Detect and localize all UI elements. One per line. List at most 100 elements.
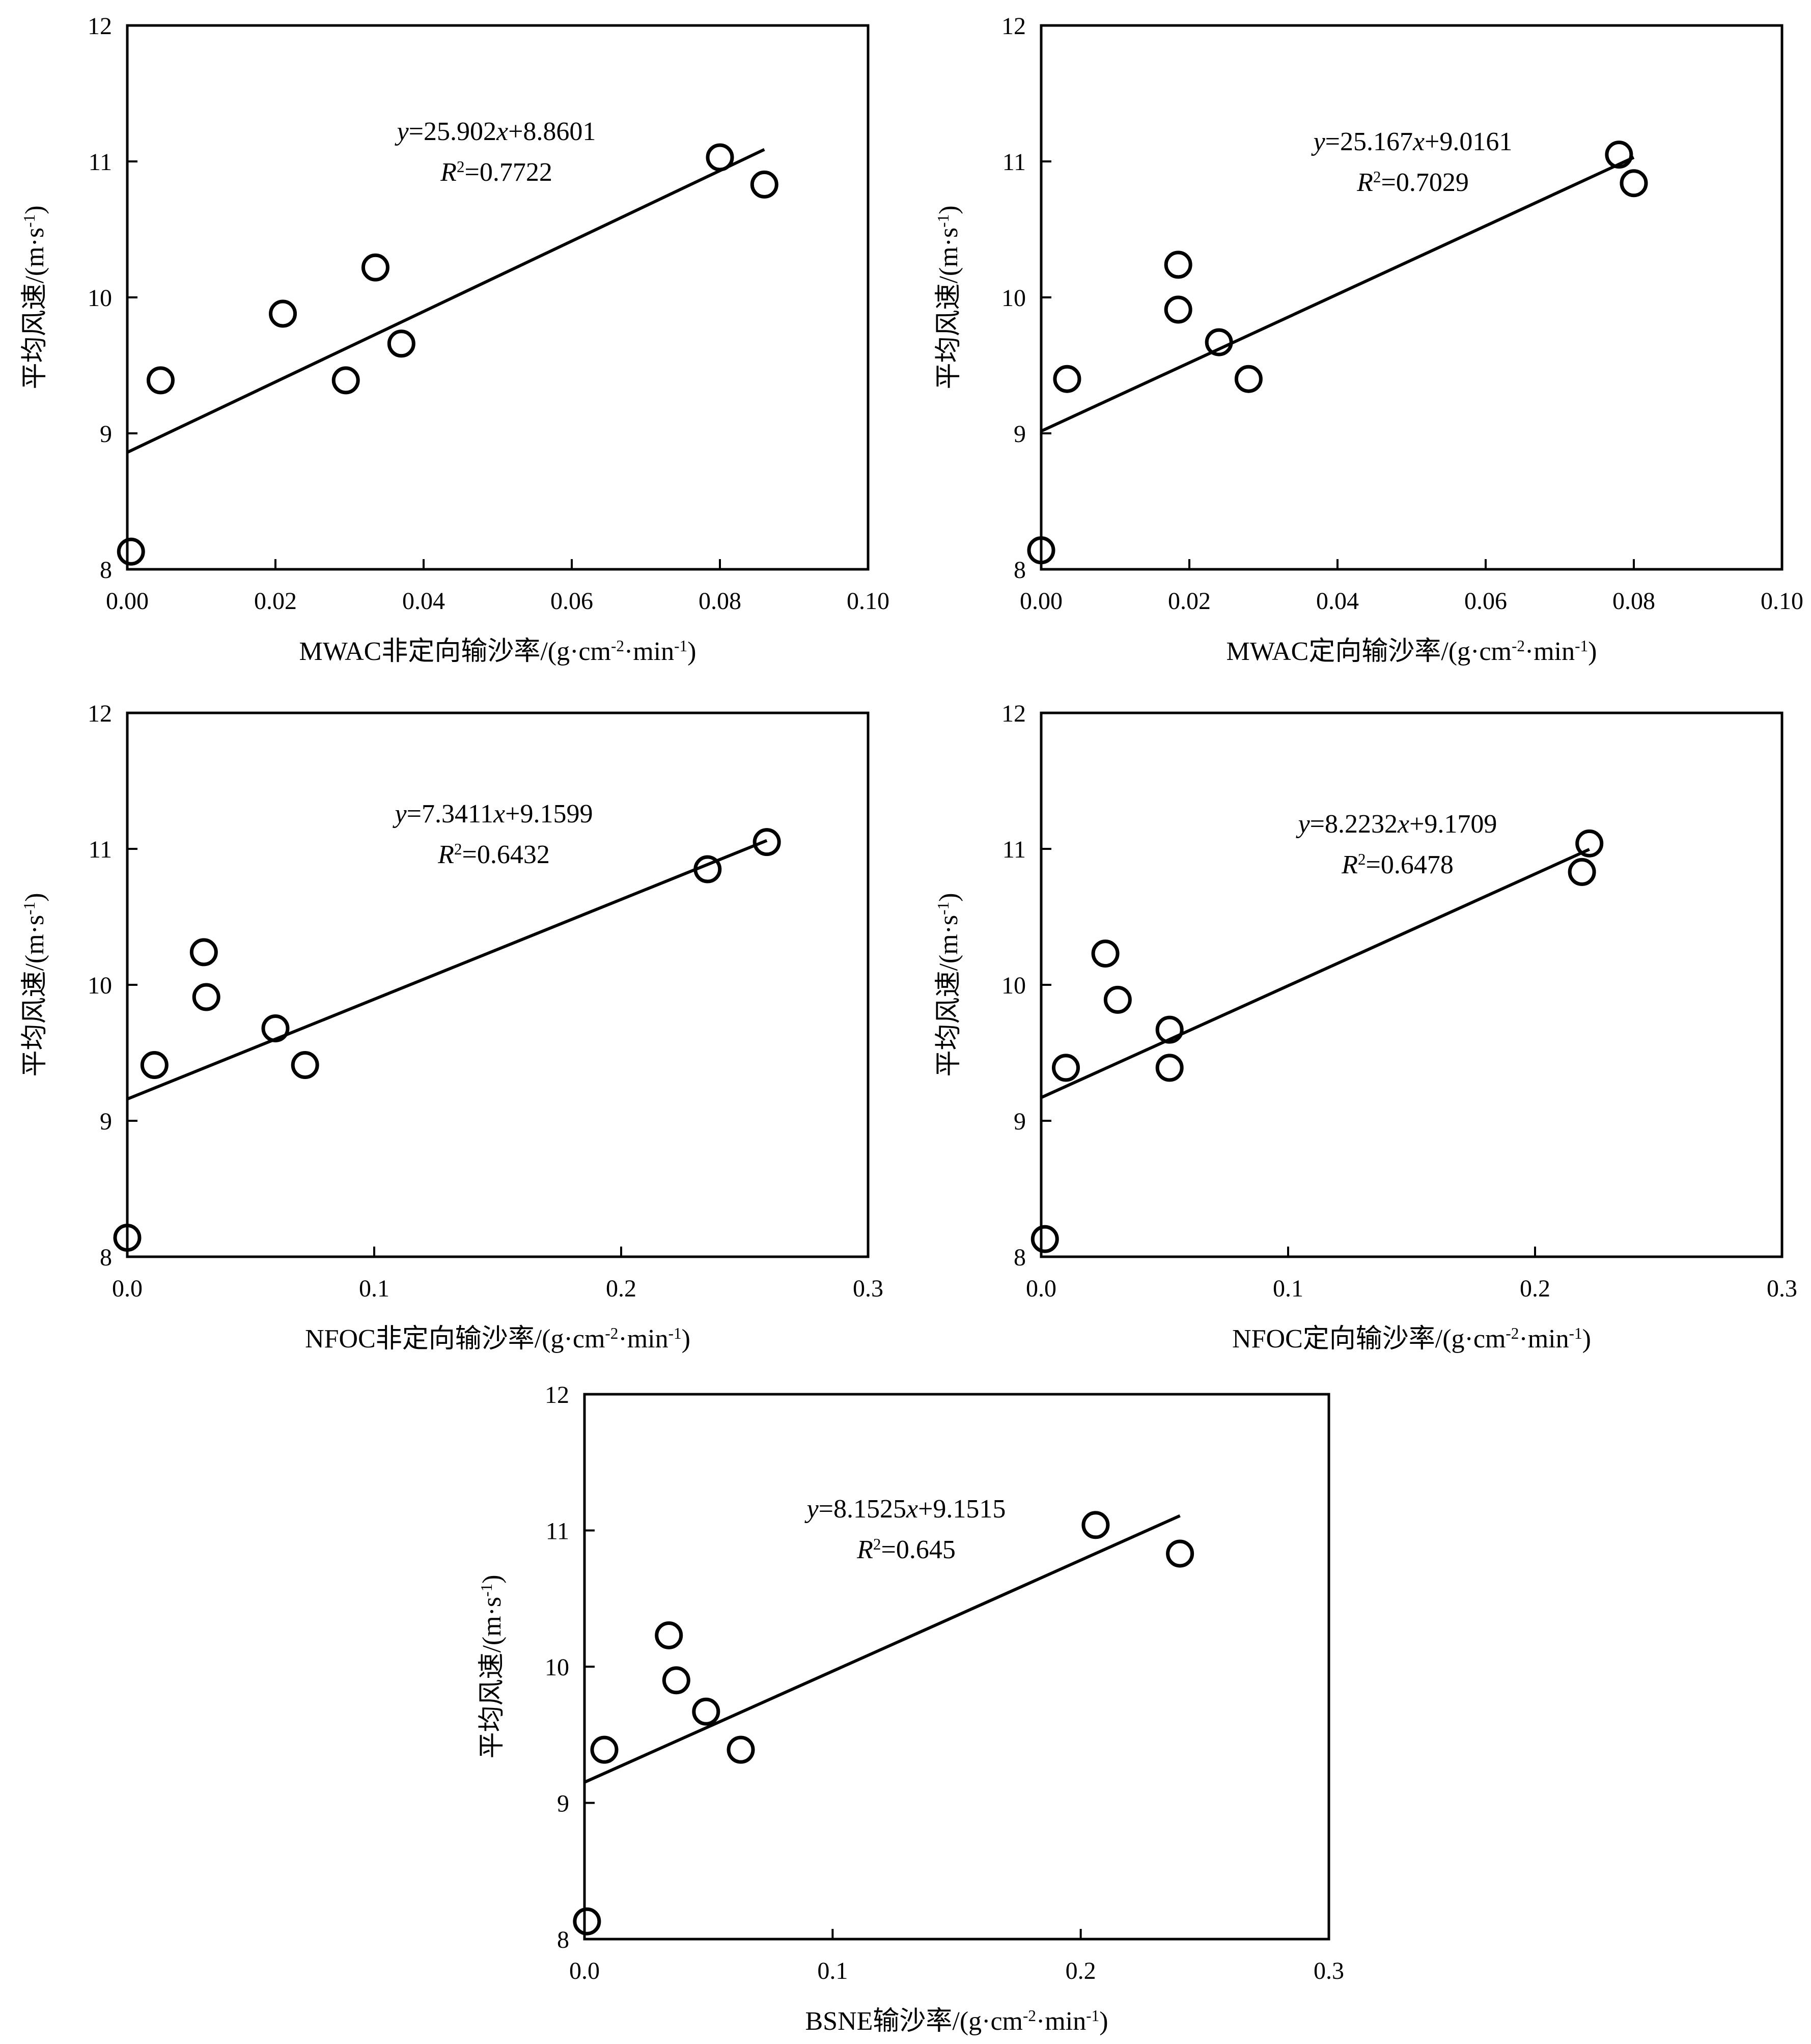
data-point	[192, 983, 220, 1011]
x-tick-label: 0.02	[254, 588, 297, 615]
data-point	[1052, 1054, 1080, 1082]
x-tick-label: 0.10	[847, 588, 889, 615]
y-tick-label: 11	[546, 1518, 569, 1545]
r-squared: R2=0.7722	[440, 158, 552, 187]
data-point	[146, 366, 175, 395]
plot-frame	[126, 711, 870, 1258]
data-point	[1234, 365, 1263, 393]
data-point	[1103, 985, 1132, 1014]
chart-panel: 0.0 0.1 0.2 0.3 8 9 10 11 12 NFOC定向输沙率/(g·cm-2·mi…	[934, 700, 1797, 1354]
x-axis-label: NFOC定向输沙率/(g·cm-2·min-1)	[1232, 1324, 1591, 1354]
data-point	[269, 299, 297, 328]
data-point	[1155, 1054, 1184, 1082]
x-tick-label: 0.00	[1020, 588, 1063, 615]
data-point	[1166, 1539, 1194, 1568]
y-tick-label: 8	[1014, 1244, 1026, 1271]
data-point	[117, 537, 145, 566]
regression-equation: y=25.902x+8.8601	[395, 117, 596, 146]
data-point	[727, 1735, 755, 1764]
chart-panel: 0.0 0.1 0.2 0.3 8 9 10 11 12 BSNE输沙率/(g·cm-2·min-…	[478, 1382, 1344, 2036]
x-tick-label: 0.0	[569, 1957, 600, 1984]
x-tick-label: 0.08	[1612, 588, 1655, 615]
x-tick-label: 0.02	[1168, 588, 1211, 615]
x-tick-label: 0.04	[402, 588, 445, 615]
data-point	[1605, 141, 1633, 169]
regression-line	[1040, 848, 1590, 1099]
y-tick-label: 12	[88, 13, 112, 40]
x-axis-label: MWAC定向输沙率/(g·cm-2·min-1)	[1227, 637, 1597, 666]
data-point	[361, 253, 389, 282]
regression-equation: y=7.3411x+9.1599	[393, 799, 593, 828]
x-tick-label: 0.2	[606, 1275, 636, 1302]
y-tick-label: 11	[1002, 149, 1026, 176]
data-point	[1030, 1225, 1059, 1253]
y-tick-label: 10	[1001, 972, 1026, 999]
data-point	[291, 1051, 319, 1080]
y-tick-label: 10	[545, 1654, 569, 1681]
data-point	[387, 329, 415, 358]
data-point	[261, 1014, 290, 1042]
r-squared: R2=0.6432	[437, 840, 550, 869]
x-tick-label: 0.06	[550, 588, 593, 615]
x-axis-label: BSNE输沙率/(g·cm-2·min-1)	[805, 2007, 1108, 2036]
y-tick-label: 10	[1001, 285, 1026, 312]
regression-equation: y=8.1525x+9.1515	[804, 1495, 1006, 1524]
x-tick-label: 0.3	[1767, 1275, 1797, 1302]
regression-line	[126, 839, 768, 1101]
y-axis-label: 平均风速/(m·s-1)	[478, 1575, 507, 1758]
chart-panel: 0.00 0.02 0.04 0.06 0.08 0.10 8 9 10 11 12 MWAC定向输沙…	[934, 13, 1803, 666]
data-point	[189, 938, 218, 966]
data-point	[753, 828, 781, 857]
plot-frame	[126, 24, 870, 571]
y-tick-label: 11	[89, 149, 112, 176]
x-axis-label: NFOC非定向输沙率/(g·cm-2·min-1)	[305, 1324, 690, 1354]
x-tick-label: 0.1	[817, 1957, 848, 1984]
data-point	[113, 1224, 142, 1252]
y-tick-label: 10	[88, 972, 112, 999]
data-point	[693, 855, 722, 883]
plot-frame	[583, 1393, 1330, 1941]
data-point	[1164, 295, 1192, 324]
x-tick-label: 0.1	[1273, 1275, 1303, 1302]
plot-frame	[1040, 24, 1784, 571]
data-point	[1081, 1511, 1110, 1539]
x-tick-label: 0.0	[1026, 1275, 1056, 1302]
data-point	[662, 1666, 690, 1695]
x-tick-label: 0.10	[1761, 588, 1803, 615]
y-tick-label: 8	[100, 557, 112, 584]
data-point	[692, 1697, 720, 1726]
r-squared: R2=0.645	[856, 1535, 956, 1564]
y-axis-label: 平均风速/(m·s-1)	[934, 205, 963, 389]
x-tick-label: 0.0	[112, 1275, 143, 1302]
y-axis-label: 平均风速/(m·s-1)	[20, 205, 49, 389]
x-tick-label: 0.1	[359, 1275, 389, 1302]
data-point	[1568, 858, 1596, 886]
y-axis-label: 平均风速/(m·s-1)	[20, 893, 49, 1076]
regression-line	[583, 1514, 1181, 1784]
data-point	[140, 1051, 169, 1080]
data-point	[655, 1621, 683, 1649]
y-tick-label: 8	[557, 1926, 569, 1953]
y-tick-label: 12	[1001, 700, 1026, 727]
regression-equation: y=25.167x+9.0161	[1311, 127, 1513, 156]
regression-line	[126, 148, 765, 454]
r-squared: R2=0.7029	[1356, 168, 1469, 197]
plot-frame	[1040, 711, 1784, 1258]
regression-equation: y=8.2232x+9.1709	[1296, 810, 1497, 839]
y-tick-label: 11	[89, 836, 112, 863]
x-tick-label: 0.3	[1314, 1957, 1344, 1984]
y-tick-label: 9	[100, 421, 112, 448]
y-axis-label: 平均风速/(m·s-1)	[934, 893, 963, 1076]
y-tick-label: 9	[1014, 421, 1026, 448]
data-point	[1053, 365, 1081, 393]
y-tick-label: 9	[557, 1790, 569, 1817]
y-tick-label: 9	[1014, 1108, 1026, 1135]
data-point	[1027, 536, 1055, 565]
chart-panel: 0.00 0.02 0.04 0.06 0.08 0.10 8 9 10 11 12 MWAC非定向输…	[20, 13, 889, 666]
y-tick-label: 12	[88, 700, 112, 727]
data-point	[1620, 169, 1648, 198]
x-tick-label: 0.3	[853, 1275, 883, 1302]
data-point	[1205, 328, 1233, 356]
data-point	[573, 1907, 601, 1936]
